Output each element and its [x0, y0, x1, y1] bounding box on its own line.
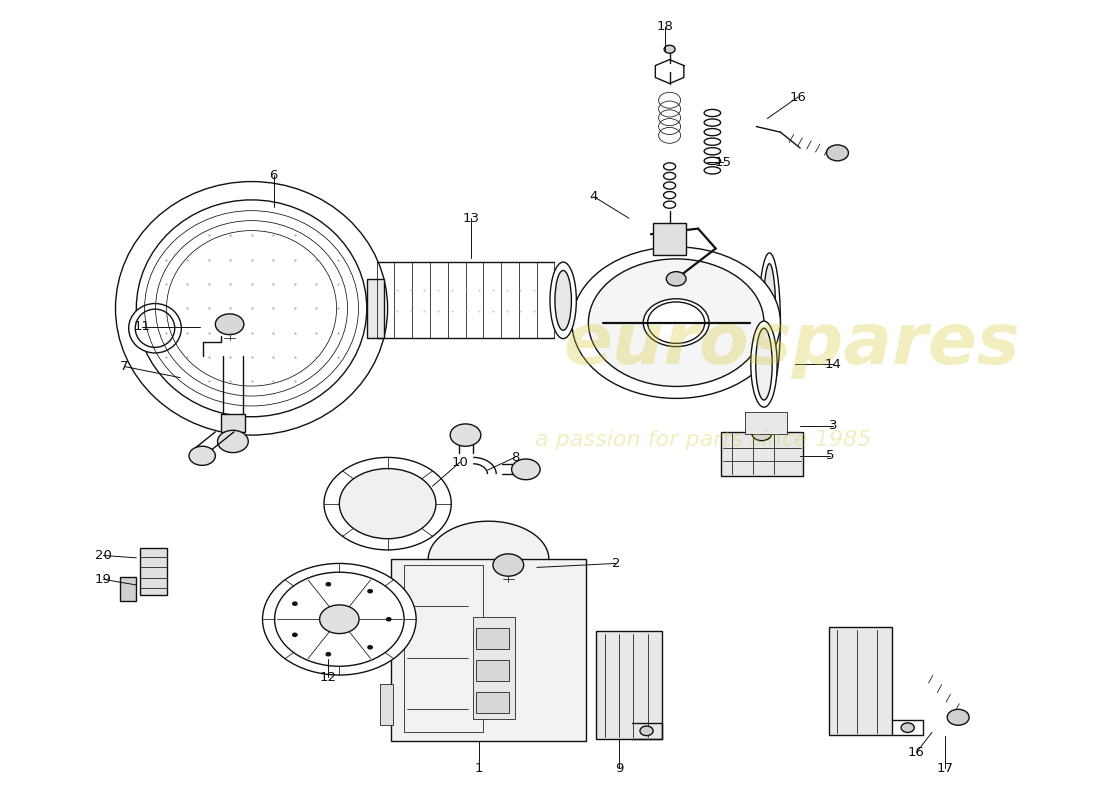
Bar — [366, 279, 384, 338]
Bar — [476, 660, 509, 681]
Circle shape — [327, 582, 330, 586]
Bar — [653, 223, 686, 255]
Circle shape — [367, 590, 372, 593]
Circle shape — [367, 646, 372, 649]
Bar — [221, 414, 245, 432]
Text: 18: 18 — [657, 21, 673, 34]
Text: 6: 6 — [270, 169, 277, 182]
Bar — [594, 287, 768, 358]
Text: 13: 13 — [462, 212, 480, 225]
Circle shape — [216, 314, 244, 334]
Circle shape — [327, 653, 330, 656]
Text: 9: 9 — [615, 762, 624, 775]
Circle shape — [644, 298, 710, 346]
Bar — [379, 684, 393, 726]
Circle shape — [218, 430, 249, 453]
Text: 5: 5 — [825, 450, 834, 462]
Circle shape — [263, 563, 416, 675]
Ellipse shape — [116, 182, 387, 435]
Circle shape — [320, 605, 359, 634]
Bar — [746, 412, 786, 434]
Text: 3: 3 — [828, 419, 837, 432]
Bar — [476, 692, 509, 713]
Text: 15: 15 — [715, 156, 732, 169]
Circle shape — [493, 554, 524, 576]
Circle shape — [450, 424, 481, 446]
Circle shape — [275, 572, 404, 666]
Circle shape — [901, 723, 914, 733]
Bar — [379, 610, 393, 651]
Circle shape — [640, 726, 653, 736]
Circle shape — [386, 618, 390, 621]
Ellipse shape — [763, 264, 776, 382]
Circle shape — [664, 46, 675, 54]
Text: 1: 1 — [474, 762, 483, 775]
Circle shape — [339, 469, 436, 538]
Ellipse shape — [756, 328, 772, 400]
Circle shape — [752, 426, 771, 441]
Bar — [473, 617, 515, 719]
Ellipse shape — [554, 270, 571, 330]
Text: 10: 10 — [452, 456, 469, 469]
Text: 2: 2 — [612, 557, 620, 570]
Bar — [140, 548, 167, 594]
Text: 17: 17 — [936, 762, 954, 775]
Ellipse shape — [136, 200, 366, 417]
Circle shape — [826, 145, 848, 161]
Bar — [390, 559, 586, 742]
Text: 16: 16 — [908, 746, 925, 759]
Text: 8: 8 — [510, 451, 519, 464]
Circle shape — [512, 459, 540, 480]
Text: 20: 20 — [95, 549, 112, 562]
Bar — [404, 565, 483, 733]
Circle shape — [588, 259, 764, 386]
Circle shape — [572, 247, 780, 398]
Text: 19: 19 — [95, 573, 112, 586]
Text: 4: 4 — [590, 190, 598, 203]
Circle shape — [293, 602, 297, 606]
Bar — [120, 577, 136, 601]
Ellipse shape — [550, 262, 576, 338]
Bar — [476, 628, 509, 649]
Circle shape — [667, 272, 686, 286]
Ellipse shape — [135, 309, 175, 347]
Circle shape — [189, 446, 216, 466]
Text: 12: 12 — [320, 671, 337, 684]
Text: a passion for parts since 1985: a passion for parts since 1985 — [536, 430, 872, 450]
Ellipse shape — [129, 303, 182, 353]
Text: 14: 14 — [825, 358, 842, 370]
Bar — [828, 627, 892, 735]
Text: 16: 16 — [790, 90, 806, 103]
Text: eurospares: eurospares — [563, 310, 1020, 378]
Ellipse shape — [751, 321, 777, 407]
Bar — [596, 631, 662, 739]
Circle shape — [324, 458, 451, 550]
Bar — [722, 432, 803, 476]
Ellipse shape — [759, 253, 780, 393]
Circle shape — [293, 634, 297, 636]
Circle shape — [947, 710, 969, 726]
Text: 7: 7 — [120, 360, 129, 373]
Text: 11: 11 — [133, 320, 151, 333]
